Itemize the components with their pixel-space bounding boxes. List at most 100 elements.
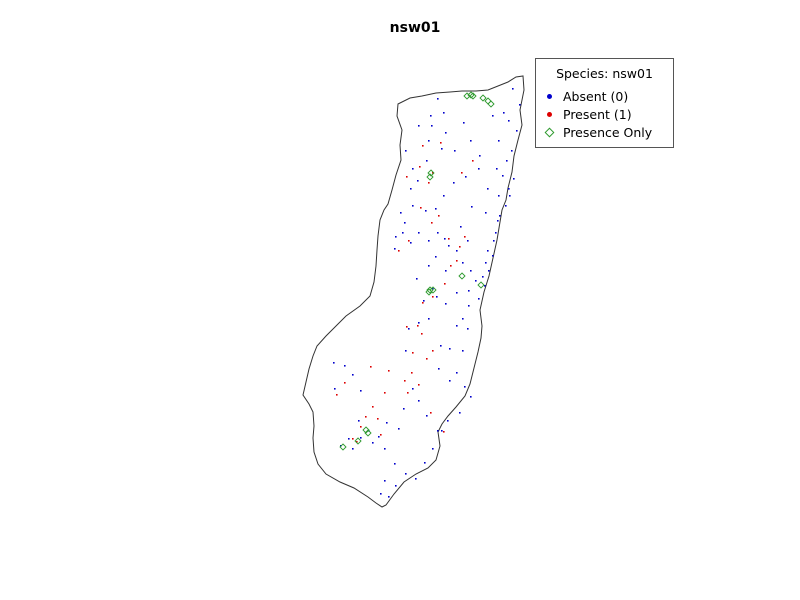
absent-point xyxy=(493,240,495,242)
absent-point xyxy=(437,430,439,432)
present-point xyxy=(344,382,346,384)
present-point xyxy=(426,358,428,360)
present-point xyxy=(370,366,372,368)
absent-point xyxy=(441,430,443,432)
absent-point xyxy=(462,318,464,320)
legend-title: Species: nsw01 xyxy=(556,66,653,81)
region-boundary xyxy=(302,75,525,508)
absent-point xyxy=(468,305,470,307)
absent-point xyxy=(496,168,498,170)
absent-point xyxy=(484,285,486,287)
absent-point xyxy=(403,408,405,410)
absent-point xyxy=(487,188,489,190)
absent-point xyxy=(470,140,472,142)
absent-point xyxy=(478,298,480,300)
absent-point xyxy=(456,292,458,294)
absent-point xyxy=(513,178,515,180)
absent-point xyxy=(447,420,449,422)
absent-point xyxy=(456,250,458,252)
legend-label-present: Present (1) xyxy=(563,106,632,122)
present-point xyxy=(380,434,382,436)
absent-point xyxy=(440,345,442,347)
absent-point xyxy=(360,390,362,392)
absent-point xyxy=(418,125,420,127)
absent-point xyxy=(412,205,414,207)
absent-point xyxy=(454,150,456,152)
presence-only-point xyxy=(458,272,466,280)
absent-point xyxy=(352,374,354,376)
presence-only-point xyxy=(484,97,492,105)
absent-point xyxy=(418,232,420,234)
present-point xyxy=(360,426,362,428)
absent-point xyxy=(502,175,504,177)
absent-point xyxy=(479,155,481,157)
absent-point xyxy=(498,140,500,142)
absent-point xyxy=(424,462,426,464)
presence-only-point xyxy=(487,100,495,108)
presence-only-point xyxy=(354,437,362,445)
absent-point xyxy=(470,396,472,398)
absent-point xyxy=(449,380,451,382)
present-point xyxy=(411,372,413,374)
absent-point xyxy=(437,232,439,234)
absent-point xyxy=(492,115,494,117)
absent-point xyxy=(499,215,501,217)
present-point xyxy=(398,250,400,252)
absent-point xyxy=(462,262,464,264)
absent-point xyxy=(334,388,336,390)
absent-point xyxy=(511,150,513,152)
presence-only-point xyxy=(364,429,372,437)
present-point xyxy=(448,238,450,240)
presence-only-point xyxy=(477,281,485,289)
present-marker-icon xyxy=(544,111,554,117)
absent-point xyxy=(463,122,465,124)
absent-point xyxy=(384,480,386,482)
absent-point xyxy=(400,212,402,214)
absent-point xyxy=(425,210,427,212)
absent-point xyxy=(498,195,500,197)
absent-point xyxy=(445,270,447,272)
absent-point xyxy=(456,325,458,327)
present-point xyxy=(421,333,423,335)
absent-point xyxy=(412,168,414,170)
absent-point xyxy=(478,168,480,170)
present-point xyxy=(444,283,446,285)
absent-point xyxy=(462,350,464,352)
absent-point xyxy=(432,288,434,290)
present-point xyxy=(422,145,424,147)
absent-point xyxy=(475,280,477,282)
absent-point xyxy=(503,112,505,114)
absent-point xyxy=(428,318,430,320)
presence-only-point xyxy=(426,286,434,294)
absent-point xyxy=(426,160,428,162)
absent-point xyxy=(380,493,382,495)
absent-point xyxy=(482,276,484,278)
absent-point xyxy=(405,473,407,475)
absent-point xyxy=(431,125,433,127)
legend-row-absent: Absent (0) xyxy=(544,88,628,104)
present-point xyxy=(412,352,414,354)
absent-point xyxy=(348,438,350,440)
present-point xyxy=(388,370,390,372)
absent-point xyxy=(412,388,414,390)
absent-point xyxy=(384,448,386,450)
presence-only-point xyxy=(467,91,475,99)
present-point xyxy=(430,412,432,414)
presence-only-points xyxy=(339,91,495,451)
absent-point xyxy=(405,150,407,152)
presence-only-point xyxy=(362,426,370,434)
absent-points xyxy=(333,88,521,498)
absent-point xyxy=(386,422,388,424)
absent-point xyxy=(508,188,510,190)
absent-point xyxy=(449,348,451,350)
presence-only-point xyxy=(426,173,434,181)
present-point xyxy=(419,166,421,168)
absent-point xyxy=(437,98,439,100)
absent-point xyxy=(426,415,428,417)
present-point xyxy=(443,431,445,433)
present-point xyxy=(464,236,466,238)
present-point xyxy=(384,392,386,394)
absent-point xyxy=(508,120,510,122)
absent-point xyxy=(428,240,430,242)
